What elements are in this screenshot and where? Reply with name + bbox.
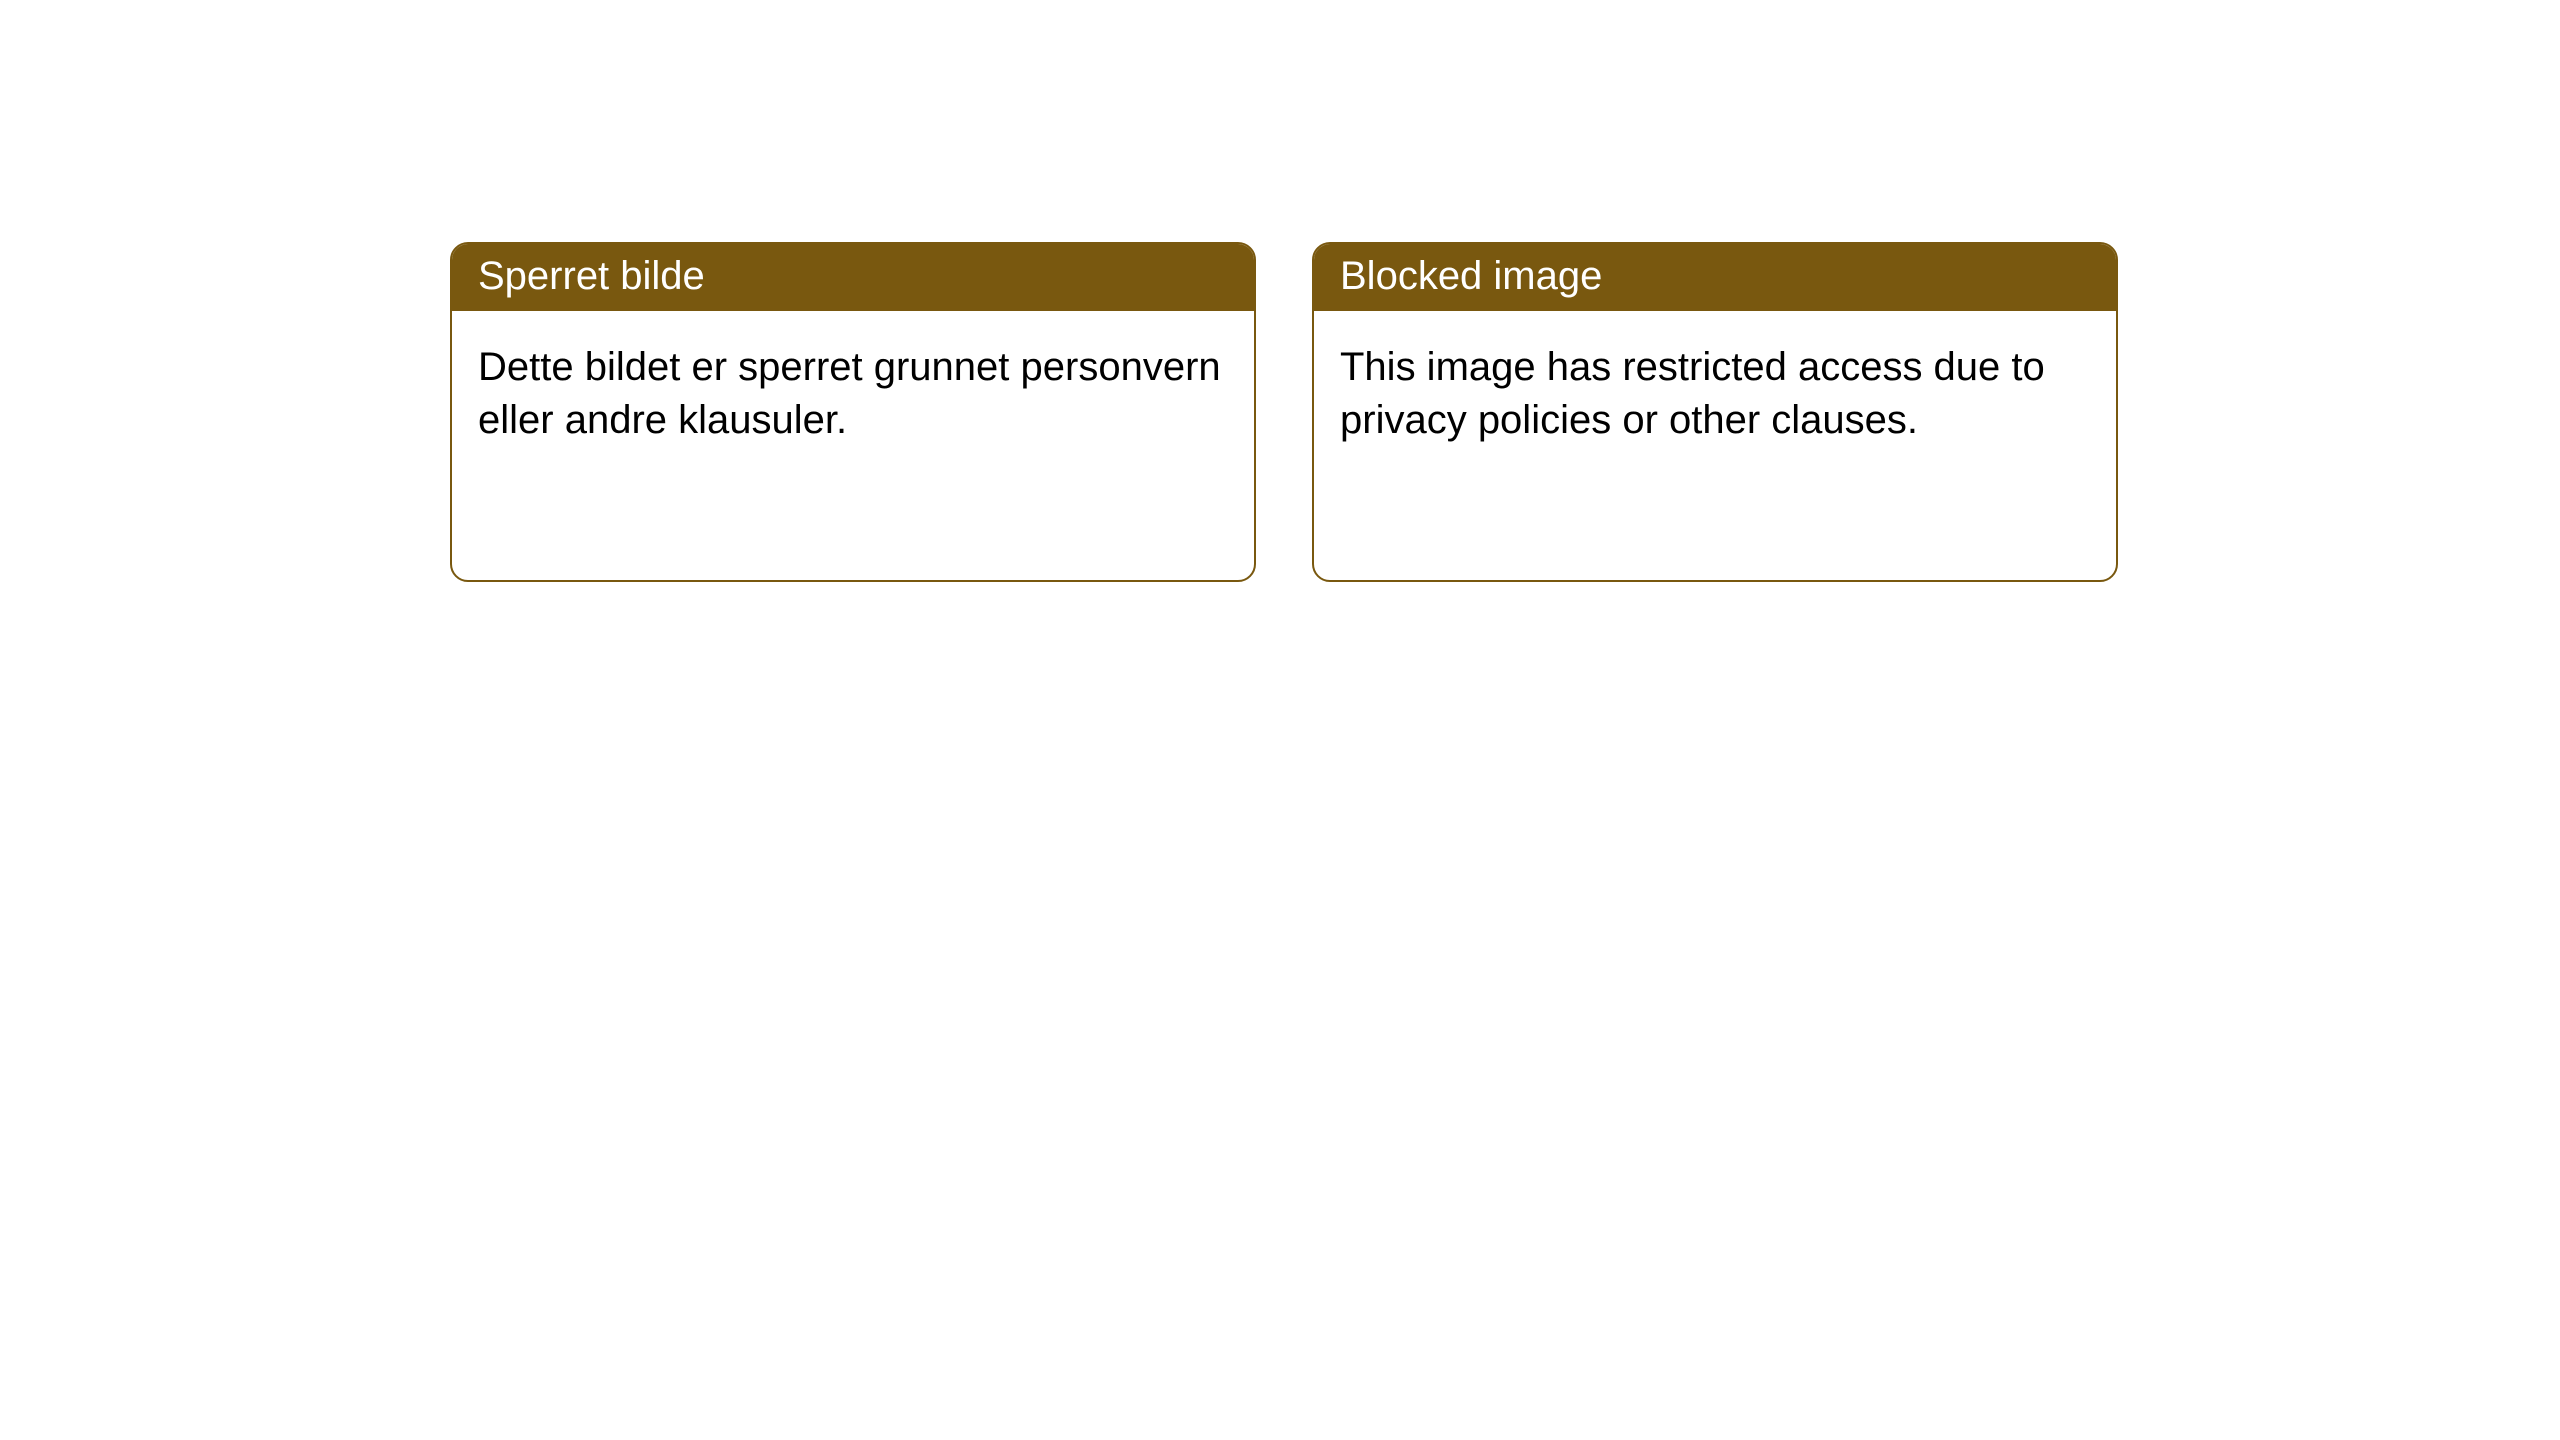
notice-header: Blocked image bbox=[1314, 244, 2116, 311]
notice-body: Dette bildet er sperret grunnet personve… bbox=[452, 311, 1254, 477]
notice-card-english: Blocked image This image has restricted … bbox=[1312, 242, 2118, 582]
notice-header: Sperret bilde bbox=[452, 244, 1254, 311]
notice-body: This image has restricted access due to … bbox=[1314, 311, 2116, 477]
notice-card-norwegian: Sperret bilde Dette bildet er sperret gr… bbox=[450, 242, 1256, 582]
notice-container: Sperret bilde Dette bildet er sperret gr… bbox=[0, 0, 2560, 582]
